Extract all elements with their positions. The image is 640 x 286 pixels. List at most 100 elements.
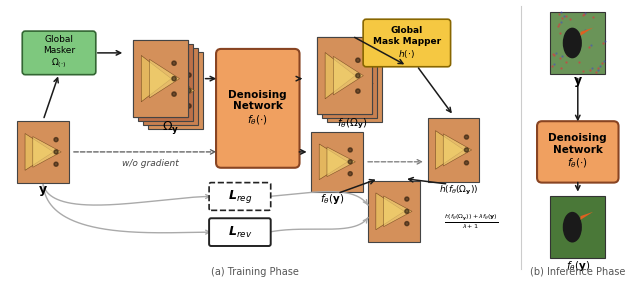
Circle shape bbox=[465, 135, 468, 139]
Polygon shape bbox=[146, 59, 176, 106]
Text: Global
Mask Mapper
$h(\cdot)$: Global Mask Mapper $h(\cdot)$ bbox=[372, 26, 441, 59]
Circle shape bbox=[348, 172, 352, 176]
Text: Denoising
Network
$f_{\theta}(\cdot)$: Denoising Network $f_{\theta}(\cdot)$ bbox=[228, 90, 287, 127]
Circle shape bbox=[356, 74, 360, 78]
Polygon shape bbox=[580, 212, 593, 220]
FancyBboxPatch shape bbox=[209, 218, 271, 246]
Polygon shape bbox=[444, 134, 472, 166]
FancyBboxPatch shape bbox=[537, 121, 618, 183]
Circle shape bbox=[465, 148, 468, 152]
Polygon shape bbox=[330, 56, 360, 103]
Polygon shape bbox=[435, 131, 464, 169]
Polygon shape bbox=[154, 63, 184, 102]
Text: Denoising
Network
$f_{\theta}(\cdot)$: Denoising Network $f_{\theta}(\cdot)$ bbox=[548, 133, 607, 170]
Text: $\mathbf{y}$: $\mathbf{y}$ bbox=[573, 75, 583, 89]
Polygon shape bbox=[319, 144, 348, 180]
Polygon shape bbox=[325, 53, 355, 99]
Bar bbox=[138, 44, 193, 121]
Circle shape bbox=[172, 76, 176, 81]
Circle shape bbox=[187, 73, 191, 77]
Polygon shape bbox=[150, 59, 180, 98]
Circle shape bbox=[465, 161, 468, 165]
Circle shape bbox=[348, 160, 352, 164]
Text: w/o gradient: w/o gradient bbox=[122, 159, 179, 168]
Circle shape bbox=[365, 97, 370, 101]
Bar bbox=[17, 121, 69, 183]
Polygon shape bbox=[164, 71, 195, 110]
Polygon shape bbox=[333, 56, 364, 95]
Bar bbox=[550, 196, 605, 258]
Circle shape bbox=[356, 89, 360, 93]
FancyBboxPatch shape bbox=[363, 19, 451, 67]
Circle shape bbox=[182, 84, 186, 89]
FancyBboxPatch shape bbox=[216, 49, 300, 168]
Circle shape bbox=[404, 197, 409, 201]
Bar bbox=[312, 132, 363, 192]
Bar bbox=[428, 118, 479, 182]
Circle shape bbox=[356, 74, 360, 78]
Bar bbox=[133, 40, 188, 117]
Circle shape bbox=[172, 92, 176, 96]
Circle shape bbox=[361, 93, 365, 97]
Text: $\Omega_{\mathbf{y}}$: $\Omega_{\mathbf{y}}$ bbox=[162, 119, 179, 136]
Ellipse shape bbox=[563, 28, 582, 58]
Circle shape bbox=[177, 96, 181, 100]
Circle shape bbox=[348, 148, 352, 152]
Bar bbox=[317, 37, 372, 114]
Bar bbox=[133, 40, 188, 117]
Circle shape bbox=[54, 138, 58, 142]
Circle shape bbox=[356, 58, 360, 62]
Circle shape bbox=[54, 162, 58, 166]
Text: $f_{\theta}(\Omega_{\mathbf{y}})$: $f_{\theta}(\Omega_{\mathbf{y}})$ bbox=[337, 117, 367, 131]
Polygon shape bbox=[327, 147, 355, 177]
Polygon shape bbox=[333, 56, 364, 95]
Polygon shape bbox=[33, 136, 61, 167]
Text: $f_{\theta}(\mathbf{y})$: $f_{\theta}(\mathbf{y})$ bbox=[320, 192, 344, 206]
Polygon shape bbox=[151, 63, 181, 110]
Bar bbox=[550, 12, 605, 74]
Bar bbox=[368, 181, 420, 242]
Text: (b) Inference Phase: (b) Inference Phase bbox=[530, 267, 625, 277]
Circle shape bbox=[361, 62, 365, 66]
Polygon shape bbox=[25, 134, 54, 170]
Bar bbox=[143, 48, 198, 125]
Circle shape bbox=[404, 222, 409, 226]
FancyBboxPatch shape bbox=[22, 31, 96, 75]
Text: $h(f_{\theta}(\Omega_{\mathbf{y}}))$: $h(f_{\theta}(\Omega_{\mathbf{y}}))$ bbox=[439, 184, 478, 196]
Polygon shape bbox=[325, 53, 355, 99]
Circle shape bbox=[172, 61, 176, 65]
Polygon shape bbox=[580, 28, 593, 36]
Bar bbox=[148, 52, 203, 129]
FancyBboxPatch shape bbox=[209, 183, 271, 210]
Text: $\boldsymbol{L}_{rev}$: $\boldsymbol{L}_{rev}$ bbox=[228, 225, 252, 240]
Circle shape bbox=[187, 104, 191, 108]
Circle shape bbox=[365, 82, 370, 86]
Bar bbox=[322, 41, 376, 118]
Bar bbox=[327, 45, 381, 122]
Circle shape bbox=[177, 65, 181, 69]
Circle shape bbox=[365, 66, 370, 70]
Text: Global
Masker
$\Omega_{(\cdot)}$: Global Masker $\Omega_{(\cdot)}$ bbox=[43, 35, 75, 70]
Circle shape bbox=[187, 88, 191, 93]
Polygon shape bbox=[383, 196, 412, 227]
Polygon shape bbox=[343, 64, 373, 103]
Circle shape bbox=[404, 209, 409, 213]
Circle shape bbox=[182, 69, 186, 73]
Polygon shape bbox=[335, 60, 365, 107]
Polygon shape bbox=[156, 67, 186, 114]
Polygon shape bbox=[141, 55, 172, 102]
Polygon shape bbox=[150, 59, 180, 98]
Text: $\frac{h(f_{\theta}(\Omega_{\mathbf{y}})) + \lambda f_{\theta}(\mathbf{y})}{\lam: $\frac{h(f_{\theta}(\Omega_{\mathbf{y}})… bbox=[444, 212, 498, 231]
Polygon shape bbox=[141, 55, 172, 102]
Text: (a) Training Phase: (a) Training Phase bbox=[211, 267, 299, 277]
Circle shape bbox=[356, 89, 360, 93]
Circle shape bbox=[361, 78, 365, 82]
Text: $f_{\theta}(\mathbf{y})$: $f_{\theta}(\mathbf{y})$ bbox=[566, 259, 590, 273]
Text: $\mathbf{y}$: $\mathbf{y}$ bbox=[38, 184, 48, 198]
Polygon shape bbox=[339, 60, 369, 99]
Circle shape bbox=[177, 80, 181, 85]
Polygon shape bbox=[159, 67, 189, 106]
Circle shape bbox=[172, 61, 176, 65]
Ellipse shape bbox=[563, 212, 582, 243]
Text: $\boldsymbol{L}_{reg}$: $\boldsymbol{L}_{reg}$ bbox=[228, 188, 252, 205]
